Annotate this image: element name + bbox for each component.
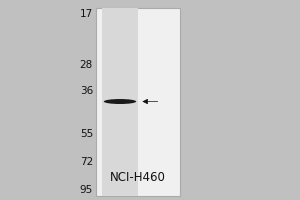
- Ellipse shape: [104, 99, 136, 104]
- Bar: [102, 8, 138, 196]
- Text: 17: 17: [80, 9, 93, 19]
- Text: NCI-H460: NCI-H460: [110, 171, 166, 184]
- Text: 55: 55: [80, 129, 93, 139]
- Text: 72: 72: [80, 157, 93, 167]
- Text: 95: 95: [80, 185, 93, 195]
- Text: 28: 28: [80, 60, 93, 70]
- Bar: [96, 8, 180, 196]
- Text: 36: 36: [80, 86, 93, 96]
